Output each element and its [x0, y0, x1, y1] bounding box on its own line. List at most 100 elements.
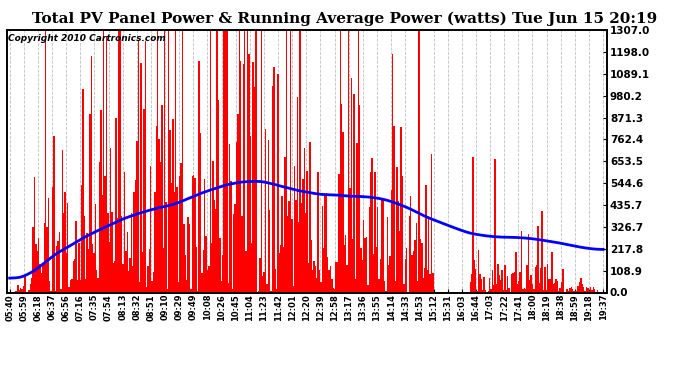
Bar: [237, 114, 239, 292]
Bar: [330, 266, 331, 292]
Bar: [157, 30, 159, 292]
Bar: [97, 278, 99, 292]
Bar: [110, 147, 111, 292]
Bar: [562, 269, 564, 292]
Bar: [232, 289, 233, 292]
Bar: [351, 78, 352, 292]
Bar: [370, 171, 371, 292]
Bar: [597, 290, 598, 292]
Bar: [513, 273, 514, 292]
Bar: [431, 154, 432, 292]
Bar: [488, 291, 489, 292]
Bar: [132, 266, 133, 292]
Bar: [583, 287, 584, 292]
Bar: [136, 141, 137, 292]
Bar: [349, 188, 351, 292]
Bar: [50, 291, 52, 292]
Bar: [553, 285, 554, 292]
Bar: [517, 284, 518, 292]
Bar: [192, 176, 193, 292]
Bar: [167, 289, 168, 292]
Bar: [262, 276, 264, 292]
Bar: [244, 30, 246, 292]
Bar: [305, 213, 306, 292]
Bar: [547, 264, 549, 292]
Bar: [499, 275, 500, 292]
Bar: [114, 261, 115, 292]
Bar: [382, 199, 384, 292]
Bar: [533, 289, 535, 292]
Bar: [265, 129, 266, 292]
Bar: [422, 278, 424, 292]
Bar: [101, 195, 103, 292]
Bar: [254, 87, 255, 292]
Bar: [474, 260, 475, 292]
Bar: [473, 157, 474, 292]
Bar: [389, 256, 391, 292]
Bar: [272, 86, 273, 292]
Bar: [348, 30, 349, 292]
Bar: [251, 243, 253, 292]
Bar: [95, 204, 96, 292]
Bar: [111, 212, 112, 292]
Text: Copyright 2010 Cartronics.com: Copyright 2010 Cartronics.com: [8, 34, 166, 43]
Bar: [240, 62, 241, 292]
Bar: [593, 287, 594, 292]
Bar: [591, 291, 593, 292]
Bar: [221, 281, 222, 292]
Bar: [81, 185, 82, 292]
Bar: [239, 30, 240, 292]
Bar: [186, 280, 188, 292]
Bar: [475, 269, 477, 292]
Bar: [43, 222, 45, 292]
Bar: [126, 232, 128, 292]
Bar: [75, 220, 77, 292]
Bar: [477, 291, 478, 292]
Bar: [189, 224, 190, 292]
Bar: [339, 30, 341, 292]
Bar: [277, 74, 279, 292]
Bar: [345, 235, 346, 292]
Bar: [19, 290, 20, 292]
Bar: [14, 291, 16, 292]
Bar: [355, 279, 356, 292]
Bar: [539, 283, 540, 292]
Bar: [324, 195, 326, 292]
Bar: [184, 224, 185, 292]
Bar: [290, 30, 291, 292]
Bar: [408, 216, 410, 292]
Bar: [424, 268, 425, 292]
Bar: [83, 216, 85, 292]
Bar: [572, 288, 573, 292]
Bar: [197, 291, 199, 292]
Bar: [206, 236, 207, 292]
Bar: [233, 214, 235, 292]
Bar: [261, 30, 262, 292]
Bar: [168, 30, 170, 292]
Bar: [489, 278, 491, 292]
Bar: [491, 290, 492, 292]
Bar: [543, 290, 544, 292]
Bar: [259, 258, 261, 292]
Bar: [155, 126, 157, 292]
Bar: [478, 250, 480, 292]
Bar: [291, 219, 293, 292]
Bar: [161, 105, 163, 292]
Bar: [39, 264, 41, 292]
Bar: [170, 130, 171, 292]
Bar: [531, 275, 532, 292]
Bar: [485, 290, 486, 292]
Bar: [137, 40, 139, 292]
Bar: [392, 54, 393, 292]
Bar: [24, 276, 26, 292]
Bar: [143, 108, 144, 292]
Bar: [360, 248, 362, 292]
Bar: [413, 251, 414, 292]
Bar: [21, 288, 23, 292]
Bar: [258, 291, 259, 292]
Bar: [480, 274, 481, 292]
Bar: [502, 270, 503, 292]
Bar: [64, 192, 66, 292]
Bar: [357, 30, 359, 292]
Bar: [356, 143, 357, 292]
